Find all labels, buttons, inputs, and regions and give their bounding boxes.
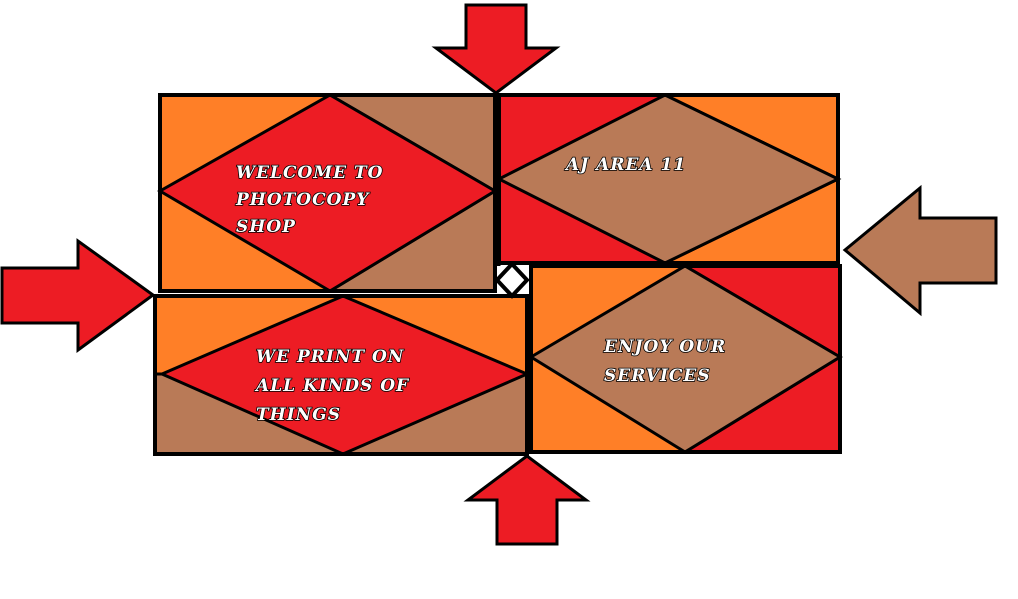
panel-bottom-right-line-2: SERVICES bbox=[604, 366, 711, 386]
panel-top-left-text: WELCOME TO PHOTOCOPY SHOP bbox=[235, 163, 390, 237]
center-diamond-icon bbox=[494, 261, 530, 299]
arrow-right-icon bbox=[0, 238, 156, 353]
panel-bottom-left-line-3: THINGS bbox=[256, 405, 341, 425]
panel-bottom-left-line-1: WE PRINT ON bbox=[256, 347, 405, 367]
panel-top-left: WELCOME TO PHOTOCOPY SHOP bbox=[156, 93, 498, 293]
panel-top-right-line-1: AJ AREA 11 bbox=[564, 155, 686, 175]
panel-bottom-right-border bbox=[529, 264, 842, 454]
panel-bottom-right: ENJOY OUR SERVICES bbox=[528, 264, 843, 454]
panel-bottom-left-text: WE PRINT ON ALL KINDS OF THINGS bbox=[254, 347, 416, 425]
arrow-up-icon bbox=[463, 454, 591, 546]
panel-bottom-left: WE PRINT ON ALL KINDS OF THINGS bbox=[153, 294, 531, 456]
panel-bottom-left-border bbox=[153, 294, 529, 456]
arrow-left-icon bbox=[842, 184, 998, 317]
panel-top-right-text: AJ AREA 11 bbox=[564, 155, 686, 175]
panel-bottom-right-line-1: ENJOY OUR bbox=[603, 337, 726, 357]
arrow-down-icon bbox=[431, 3, 561, 95]
panel-bottom-left-line-2: ALL KINDS OF bbox=[254, 376, 410, 396]
panel-top-right: AJ AREA 11 bbox=[495, 93, 842, 265]
panel-top-left-line-2: PHOTOCOPY bbox=[235, 190, 370, 210]
panel-top-left-line-1: WELCOME TO bbox=[236, 163, 384, 183]
panel-top-left-line-3: SHOP bbox=[236, 217, 296, 237]
panel-bottom-right-text: ENJOY OUR SERVICES bbox=[603, 337, 733, 386]
